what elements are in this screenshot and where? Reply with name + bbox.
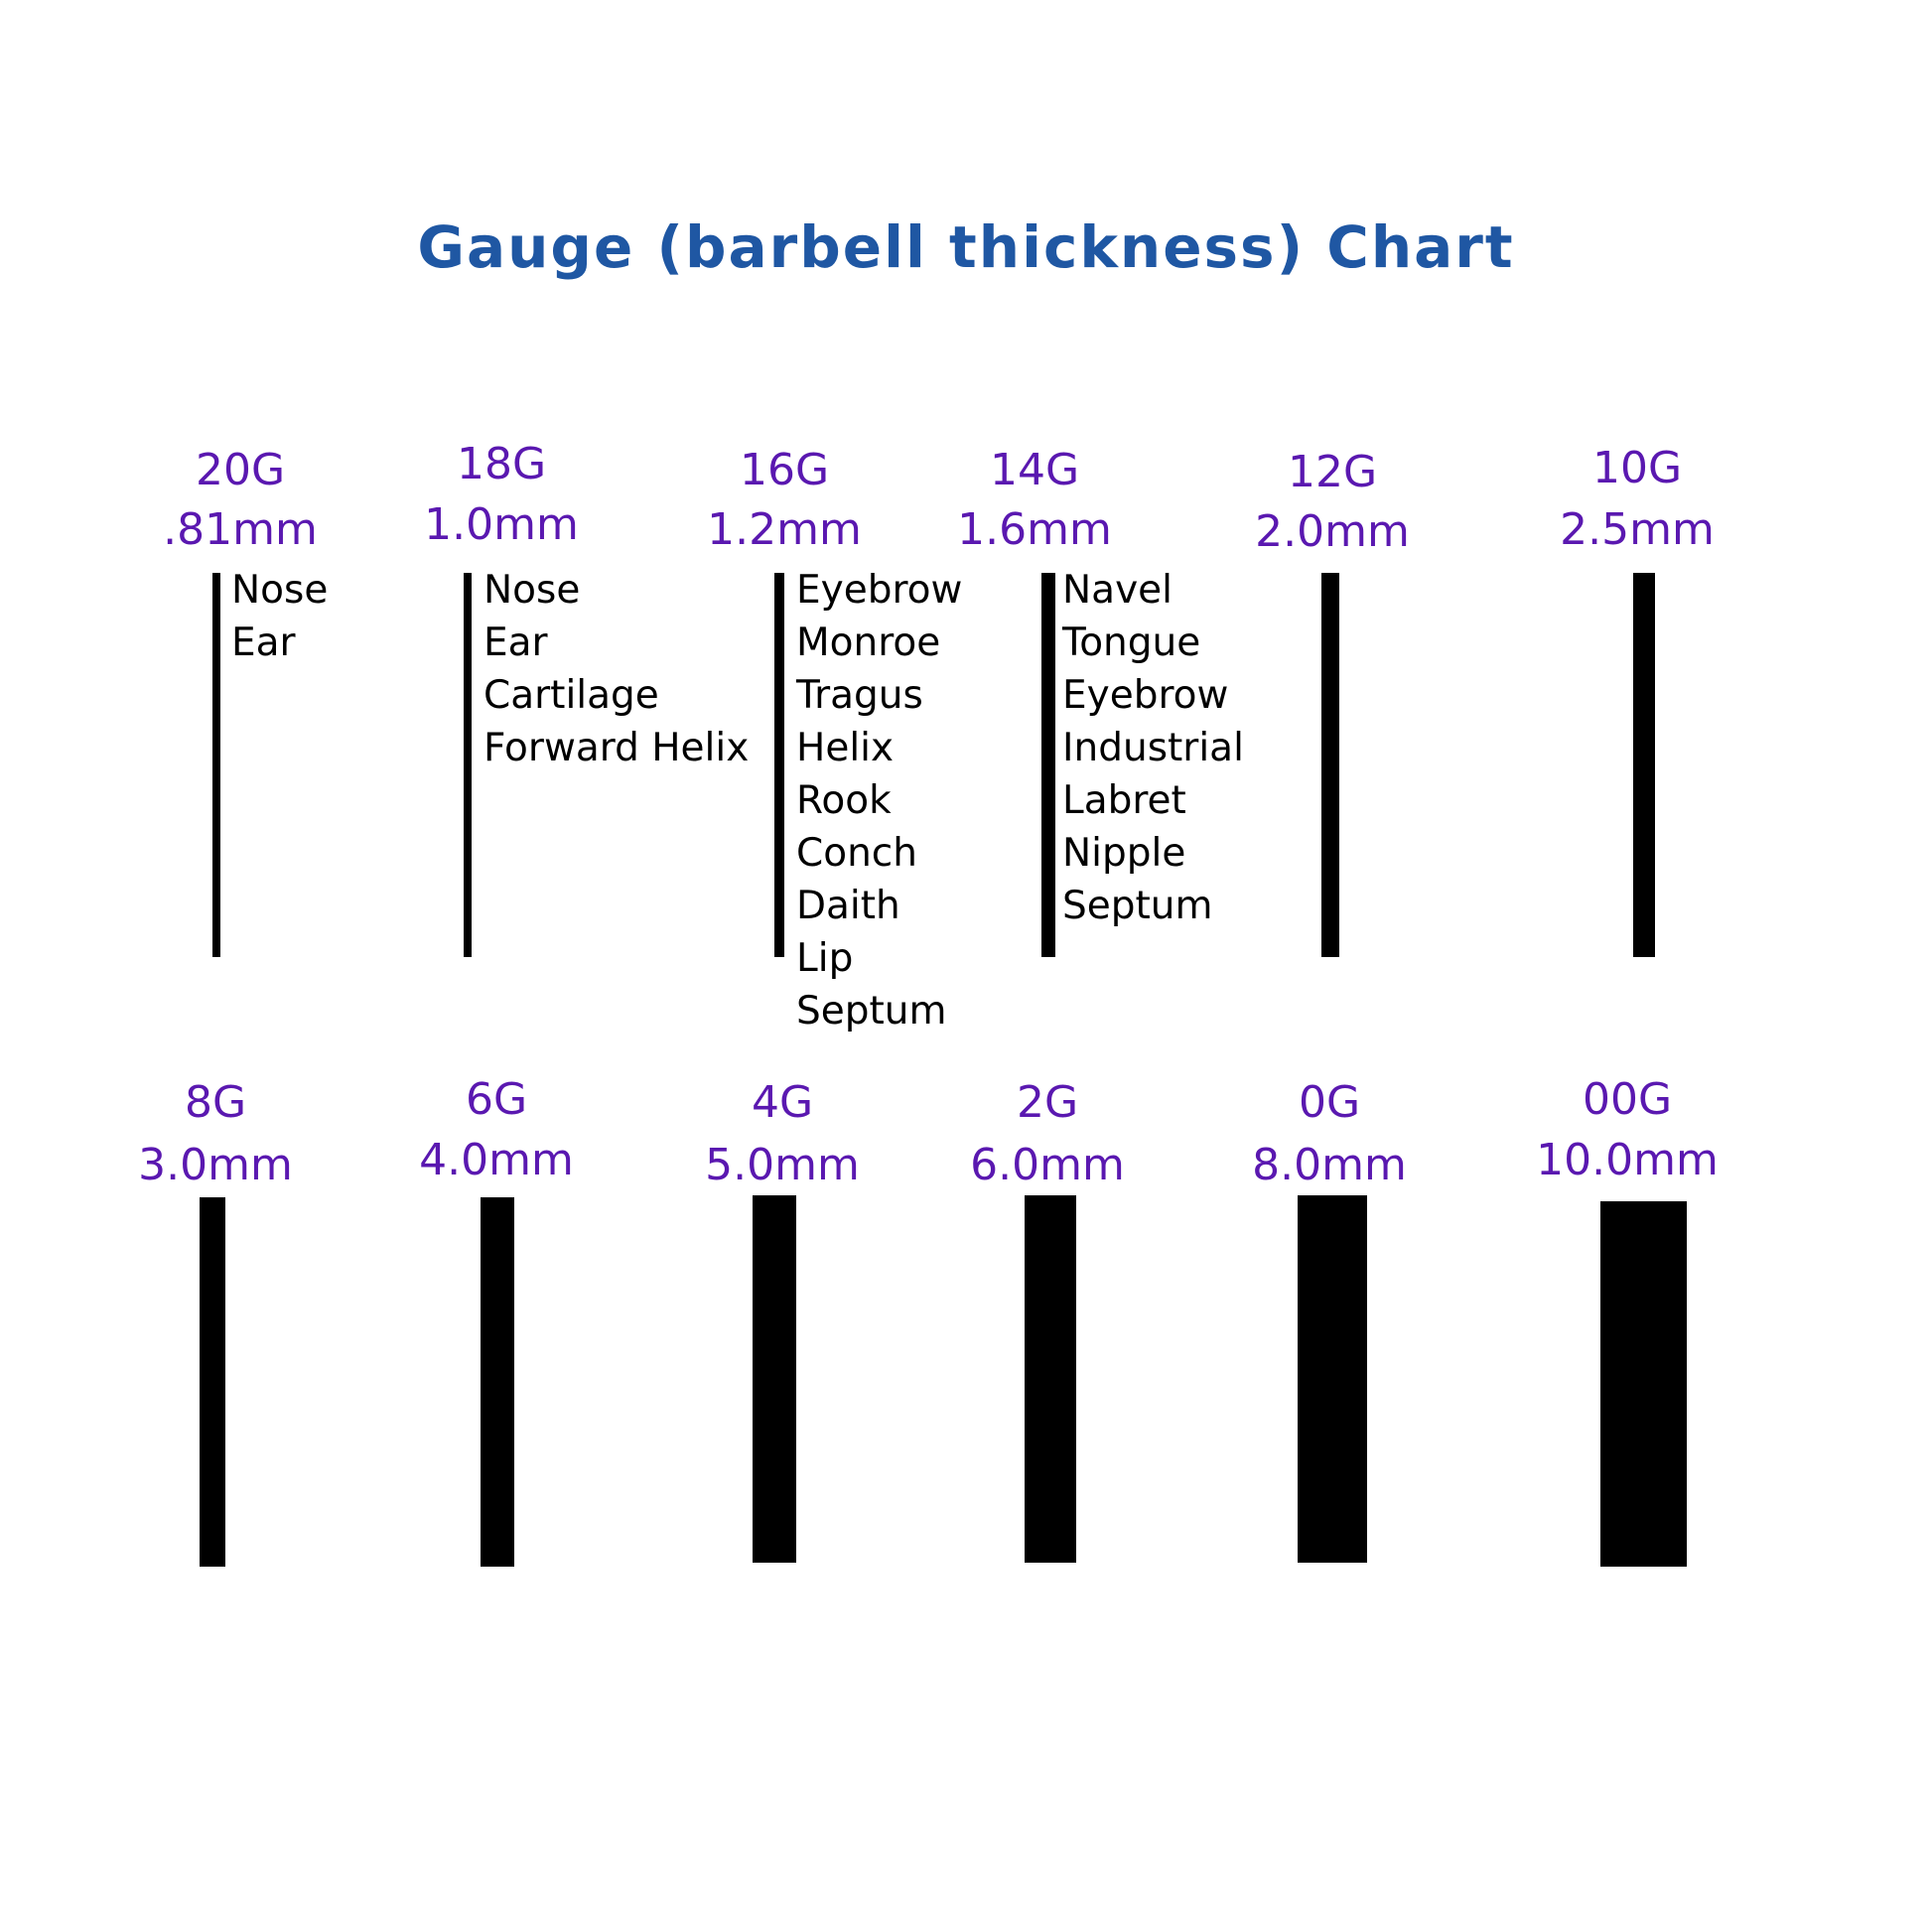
piercing-item: Ear <box>231 621 296 665</box>
gauge-label: 2G <box>1016 1077 1079 1128</box>
piercing-item: Conch <box>796 831 917 876</box>
size-label: 1.6mm <box>957 504 1112 555</box>
thickness-bar <box>199 1197 226 1567</box>
piercing-item: Rook <box>796 778 892 823</box>
piercing-item: Eyebrow <box>1062 673 1229 718</box>
piercing-item: Nipple <box>1062 831 1186 876</box>
size-label: .81mm <box>163 504 318 555</box>
thickness-bar <box>753 1195 796 1563</box>
piercing-list: Navel Tongue Eyebrow Industrial Labret Nipple… <box>1062 564 1244 932</box>
piercing-item: Nose <box>483 568 581 613</box>
piercing-item: Tongue <box>1062 621 1201 665</box>
gauge-label: 18G <box>456 439 547 489</box>
chart-title: Gauge (barbell thickness) Chart <box>417 213 1515 281</box>
gauge-label: 6G <box>465 1074 528 1125</box>
piercing-item: Industrial <box>1062 726 1244 770</box>
thickness-bar <box>1298 1195 1367 1563</box>
gauge-label: 0G <box>1298 1077 1361 1128</box>
piercing-item: Helix <box>796 726 895 770</box>
piercing-item: Cartilage <box>483 673 659 718</box>
gauge-label: 8G <box>184 1077 247 1128</box>
size-label: 2.5mm <box>1560 504 1715 555</box>
piercing-item: Labret <box>1062 778 1186 823</box>
thickness-bar <box>463 573 473 957</box>
size-label: 1.0mm <box>424 499 579 550</box>
thickness-bar <box>1599 1201 1687 1567</box>
piercing-item: Navel <box>1062 568 1173 613</box>
gauge-label: 10G <box>1591 443 1683 493</box>
piercing-item: Monroe <box>796 621 941 665</box>
piercing-item: Septum <box>796 989 947 1034</box>
thickness-bar <box>1633 573 1655 957</box>
thickness-bar <box>1041 573 1055 957</box>
piercing-item: Lip <box>796 936 854 981</box>
thickness-bar <box>773 573 785 957</box>
piercing-item: Nose <box>231 568 329 613</box>
size-label: 6.0mm <box>970 1140 1125 1190</box>
size-label: 8.0mm <box>1252 1140 1407 1190</box>
size-label: 1.2mm <box>707 504 862 555</box>
gauge-label: 16G <box>739 445 830 495</box>
gauge-label: 4G <box>751 1077 814 1128</box>
piercing-list: Eyebrow Monroe Tragus Helix Rook Conch Daith Li… <box>796 564 962 1037</box>
size-label: 2.0mm <box>1255 506 1410 557</box>
thickness-bar <box>1321 573 1339 957</box>
piercing-item: Eyebrow <box>796 568 963 613</box>
size-label: 3.0mm <box>138 1140 293 1190</box>
piercing-list: Nose Ear Cartilage Forward Helix <box>483 564 749 774</box>
piercing-item: Forward Helix <box>483 726 750 770</box>
gauge-label: 14G <box>989 445 1080 495</box>
gauge-label: 12G <box>1287 447 1378 497</box>
size-label: 10.0mm <box>1536 1135 1719 1185</box>
thickness-bar <box>212 573 220 957</box>
piercing-item: Daith <box>796 884 900 928</box>
thickness-bar <box>1024 1195 1077 1563</box>
piercing-list: Nose Ear <box>231 564 328 669</box>
piercing-item: Ear <box>483 621 548 665</box>
piercing-item: Tragus <box>796 673 923 718</box>
size-label: 5.0mm <box>705 1140 860 1190</box>
piercing-item: Septum <box>1062 884 1213 928</box>
gauge-label: 20G <box>195 445 286 495</box>
gauge-label: 00G <box>1582 1074 1673 1125</box>
size-label: 4.0mm <box>419 1135 574 1185</box>
thickness-bar <box>480 1197 515 1567</box>
